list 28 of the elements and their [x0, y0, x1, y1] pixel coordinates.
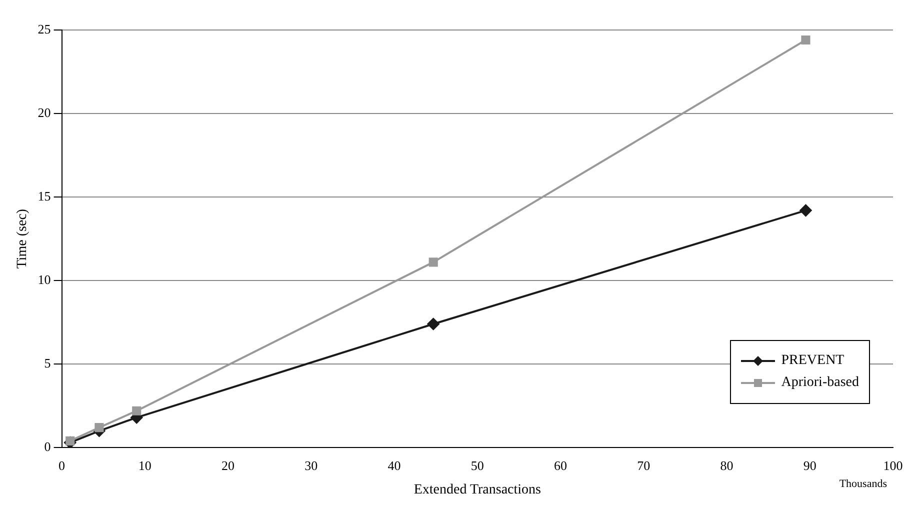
x-tick-label: 30	[304, 458, 318, 473]
y-tick-label: 10	[38, 272, 51, 287]
y-tick-label: 15	[38, 188, 51, 204]
legend-label: PREVENT	[781, 353, 844, 369]
x-tick-label: 50	[470, 458, 484, 473]
y-axis-title: Time (sec)	[15, 208, 30, 269]
y-tick-label: 0	[44, 439, 51, 454]
point	[428, 258, 438, 267]
text: Thousands	[839, 478, 887, 490]
x-tick-label: 70	[637, 458, 650, 473]
x-tick-label: 20	[222, 458, 235, 473]
x-tick-label: 90	[803, 458, 816, 473]
x-tick-label: 100	[883, 458, 903, 473]
x-tick-label: 80	[720, 458, 734, 473]
point	[427, 318, 440, 330]
x-tick-label: 10	[138, 458, 152, 473]
y-tick-label: 25	[38, 21, 51, 36]
y-tick-label: 5	[44, 356, 51, 370]
legend-label: Apriori-based	[781, 375, 859, 391]
y-tick-label: 20	[38, 104, 51, 120]
point	[801, 35, 810, 45]
x-tick-label: 60	[554, 458, 568, 473]
point	[800, 204, 812, 216]
x-tick-label: 40	[388, 458, 401, 473]
point	[94, 423, 104, 432]
x-axis-title: Extended Transactions	[414, 482, 541, 498]
point	[132, 406, 142, 416]
x-tick-label: 0	[58, 458, 66, 473]
